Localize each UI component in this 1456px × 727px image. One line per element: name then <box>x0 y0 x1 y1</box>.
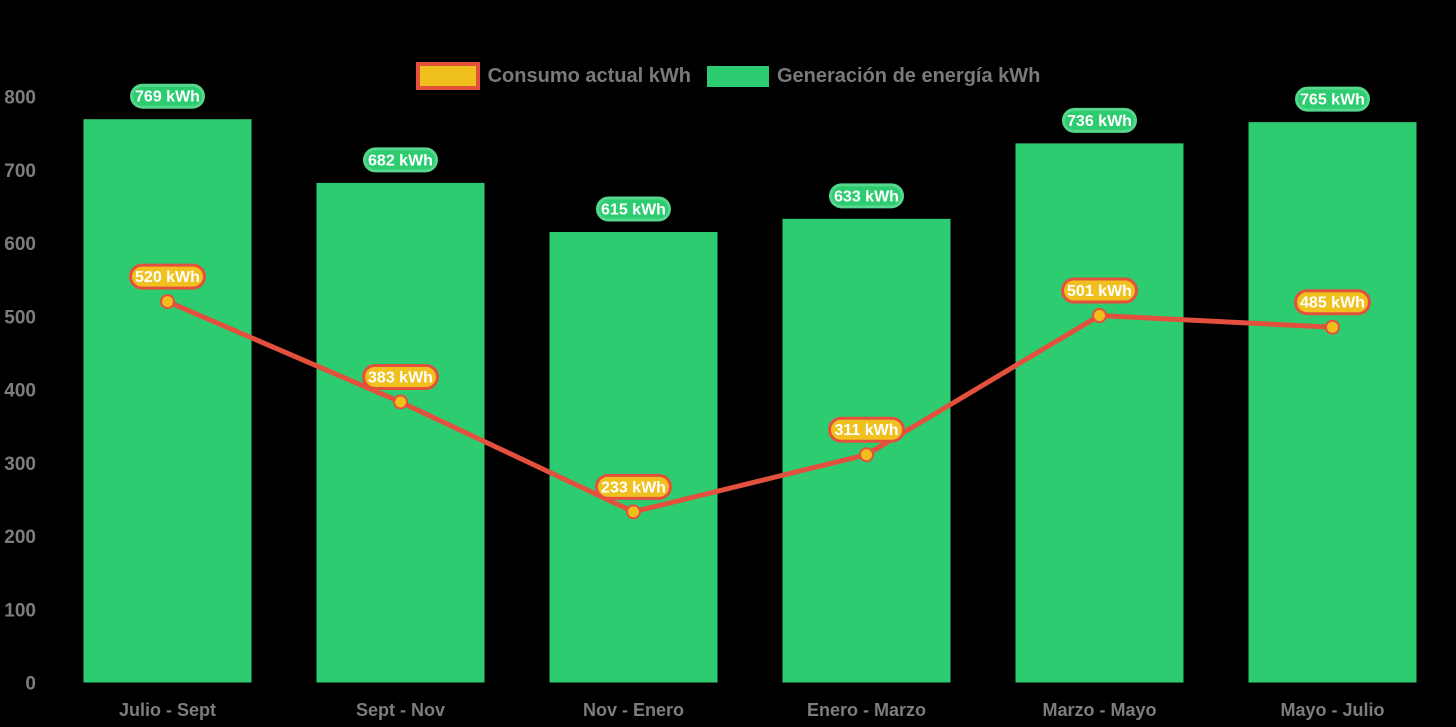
pill-value-text: 769 kWh <box>135 89 200 106</box>
pill-value-text: 736 kWh <box>1067 113 1132 130</box>
generacion-bar[interactable] <box>83 119 252 683</box>
consumo-line <box>165 299 1335 515</box>
x-axis-category-label: Julio - Sept <box>119 700 216 720</box>
bar-value-label: 736 kWh <box>1062 107 1137 133</box>
pill-value-text: 233 kWh <box>601 479 666 496</box>
consumo-line-point[interactable] <box>1325 319 1340 335</box>
line-value-label: 520 kWh <box>129 263 206 290</box>
consumo-line-point[interactable] <box>859 447 874 463</box>
y-axis-tick-label: 0 <box>25 674 36 695</box>
generacion-bar[interactable] <box>1248 122 1417 683</box>
x-axis-category-label: Marzo - Mayo <box>1042 700 1156 720</box>
pill-value-text: 615 kWh <box>601 202 666 219</box>
y-axis-tick-label: 400 <box>4 381 36 402</box>
bar-value-label: 682 kWh <box>363 147 438 173</box>
line-value-label: 311 kWh <box>828 416 905 443</box>
line-value-label: 233 kWh <box>595 473 672 500</box>
pill-value-text: 485 kWh <box>1300 295 1365 312</box>
bar-value-label: 769 kWh <box>130 83 205 109</box>
legend-label-generacion: Generación de energía kWh <box>776 64 1041 87</box>
line-value-label: 501 kWh <box>1061 277 1138 304</box>
pill-value-text: 765 kWh <box>1300 92 1365 109</box>
legend-item-consumo[interactable]: Consumo actual kWh <box>415 62 691 90</box>
pill-value-text: 520 kWh <box>135 269 200 286</box>
pill-value-text: 633 kWh <box>834 188 899 205</box>
pill-value-text: 311 kWh <box>834 422 898 439</box>
generacion-bar[interactable] <box>316 182 485 683</box>
line-value-label: 485 kWh <box>1294 289 1371 316</box>
pill-value-text: 383 kWh <box>368 369 433 386</box>
generacion-bar[interactable] <box>1015 143 1184 683</box>
x-axis-category-label: Enero - Marzo <box>807 700 926 720</box>
bar-value-label: 765 kWh <box>1295 86 1370 112</box>
x-axis-category-label: Sept - Nov <box>356 700 445 720</box>
line-value-label: 383 kWh <box>362 363 439 390</box>
y-axis-tick-label: 200 <box>4 527 36 548</box>
chart-legend: Consumo actual kWh Generación de energía… <box>0 61 1456 91</box>
y-axis-tick-label: 100 <box>4 600 36 621</box>
x-axis-category-label: Nov - Enero <box>583 700 684 720</box>
consumo-line-point[interactable] <box>1092 308 1107 324</box>
consumo-line-point[interactable] <box>160 294 175 310</box>
y-axis-tick-label: 500 <box>4 307 36 328</box>
y-axis-tick-label: 300 <box>4 454 36 475</box>
y-axis-tick-label: 600 <box>4 234 36 255</box>
legend-label-consumo: Consumo actual kWh <box>487 64 691 87</box>
generacion-swatch-icon <box>706 65 769 87</box>
pill-value-text: 682 kWh <box>368 152 433 169</box>
generacion-bar[interactable] <box>549 232 718 683</box>
consumo-line-point[interactable] <box>626 504 641 520</box>
y-axis-tick-label: 800 <box>4 88 36 109</box>
y-axis-tick-label: 700 <box>4 161 36 182</box>
consumo-line-point[interactable] <box>393 394 408 410</box>
pill-value-text: 501 kWh <box>1067 283 1132 300</box>
x-axis-category-label: Mayo - Julio <box>1280 700 1384 720</box>
legend-item-generacion[interactable]: Generación de energía kWh <box>706 64 1041 88</box>
bar-value-label: 615 kWh <box>596 196 671 222</box>
consumo-swatch-icon <box>415 62 480 90</box>
bar-value-label: 633 kWh <box>829 183 904 209</box>
